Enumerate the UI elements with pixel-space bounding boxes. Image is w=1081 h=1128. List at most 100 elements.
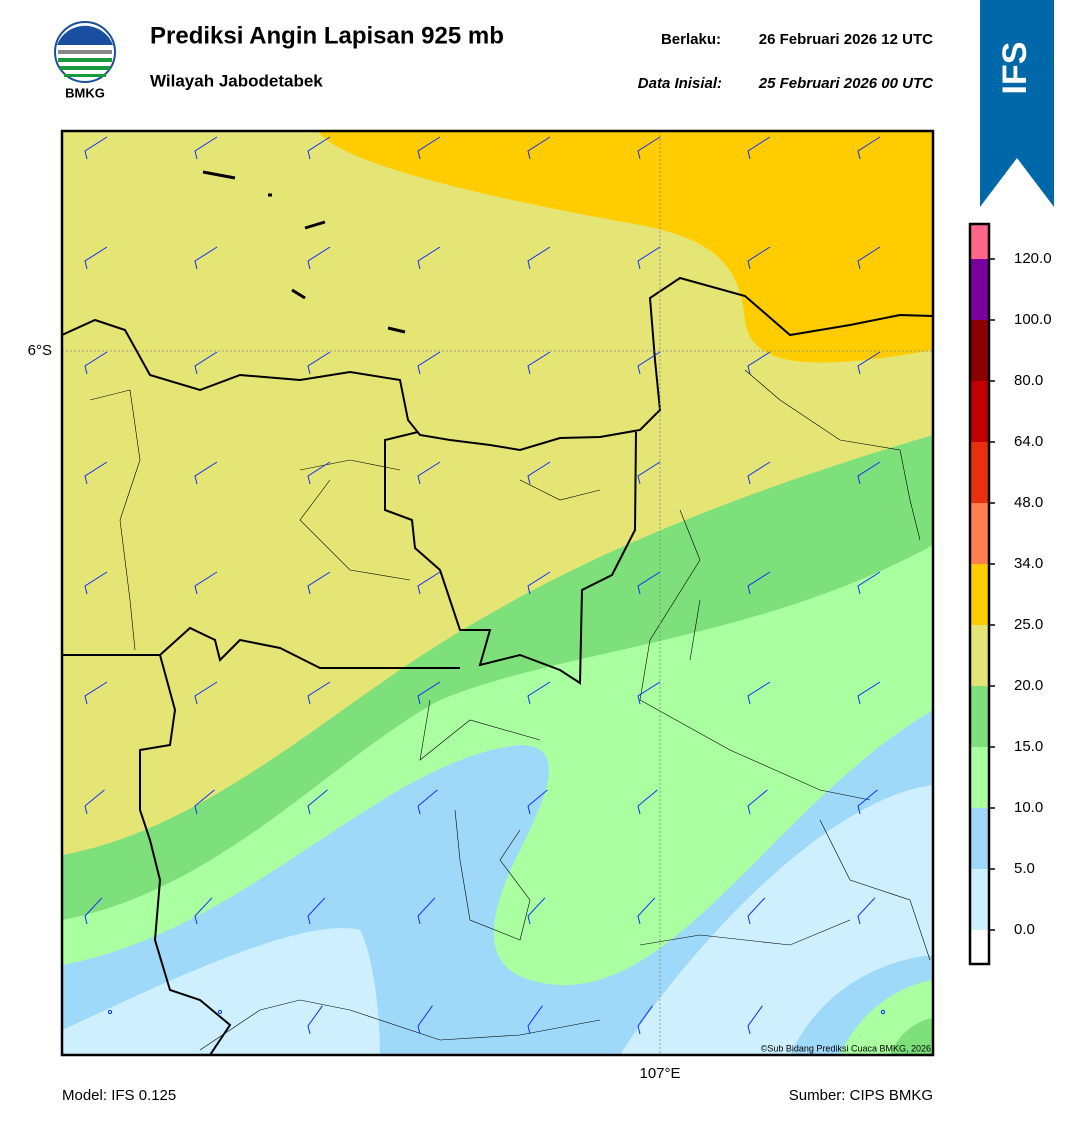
source: Sumber: CIPS BMKG [789,1087,933,1104]
wind-barb [194,789,215,815]
wind-barb [417,1005,433,1035]
colorbar-segment [970,442,989,503]
colorbar-label: 34.0 [1014,555,1043,572]
valid-label: Berlaku: [661,31,721,48]
init-time: 25 Februari 2026 00 UTC [758,75,934,92]
wind-barb [84,681,108,705]
wind-barb [527,681,551,705]
wind-barb [84,136,108,160]
wind-barb [857,351,881,375]
wind-barb [307,461,331,485]
wind-barb [307,681,331,705]
wind-barb [857,246,881,270]
wind-barb [417,897,436,925]
wind-barb [307,789,328,815]
colorbar-segment [970,808,989,869]
wind-barb [747,461,771,485]
wind-barb [747,246,771,270]
wind-barb [637,461,661,485]
wind-barb [84,246,108,270]
wind-barb [637,351,661,375]
wind-barb [307,571,331,595]
wind-barb [747,897,766,925]
colorbar-segment [970,930,989,964]
colorbar-label: 10.0 [1014,799,1043,816]
title: Prediksi Angin Lapisan 925 mb [150,22,504,49]
wind-barb [747,571,771,595]
wind-barb [637,789,658,815]
wind-barb [527,789,548,815]
wind-barbs [84,136,886,1035]
colorbar-label: 25.0 [1014,616,1043,633]
wind-barb [417,351,441,375]
wind-barb [417,681,441,705]
wind-barb [637,246,661,270]
lat-label: 6°S [28,342,52,359]
colorbar-label: 80.0 [1014,372,1043,389]
wind-barb [417,136,441,160]
wind-barb [417,789,438,815]
colorbar-segment [970,225,989,259]
wind-barb [747,351,771,375]
wind-barb [194,681,218,705]
wind-barb [194,897,213,925]
colorbar-label: 100.0 [1014,311,1052,328]
colorbar-segment [970,625,989,686]
map-frame [60,129,935,1057]
colorbar-segment [970,686,989,747]
wind-barb [84,789,105,815]
lon-label: 107°E [639,1065,680,1082]
copyright: ©Sub Bidang Prediksi Cuaca BMKG, 2026 [761,1043,931,1053]
wind-barb [857,571,881,595]
colorbar-segment [970,564,989,625]
colorbar-segment [970,259,989,320]
wind-barb [857,461,881,485]
calm [880,1009,886,1015]
colorbar-segment [970,503,989,564]
wind-barb [194,461,218,485]
calm [217,1009,223,1015]
wind-barb [307,1005,323,1035]
subtitle: Wilayah Jabodetabek [150,71,323,90]
colorbar-segment [970,320,989,381]
wind-barb [527,136,551,160]
colorbar-label: 20.0 [1014,677,1043,694]
colorbar-segment [970,747,989,808]
wind-barb [637,1005,653,1035]
wind-barb [194,351,218,375]
wind-barb [857,897,876,925]
wind-barb [747,136,771,160]
wind-barb [527,1005,543,1035]
wind-barb [747,789,768,815]
wind-barb [307,897,326,925]
wind-barb [307,136,331,160]
wind-barb [194,136,218,160]
wind-barb [417,461,441,485]
colorbar-segment [970,869,989,930]
wind-barb [857,136,881,160]
logo: BMKG [54,21,116,100]
badge [980,0,1054,207]
wind-barb [307,351,331,375]
init-label: Data Inisial: [638,75,722,92]
wind-barb [747,681,771,705]
colorbar-label: 5.0 [1014,860,1035,877]
wind-barb [637,136,661,160]
wind-barb [527,897,546,925]
colorbar-label: 48.0 [1014,494,1043,511]
wind-barb [857,681,881,705]
map: ©Sub Bidang Prediksi Cuaca BMKG, 2026 [62,131,933,1055]
wind-barb [84,461,108,485]
wind-barb [527,461,551,485]
wind-barb [527,571,551,595]
wind-barb [637,571,661,595]
colorbar-frame [968,222,991,966]
wind-barb [527,246,551,270]
calm [107,1009,113,1015]
badge-text: IFS [996,42,1034,95]
colorbar-segment [970,381,989,442]
valid-time: 26 Februari 2026 12 UTC [759,31,933,48]
logo-text: BMKG [65,85,105,100]
wind-barb [84,897,103,925]
